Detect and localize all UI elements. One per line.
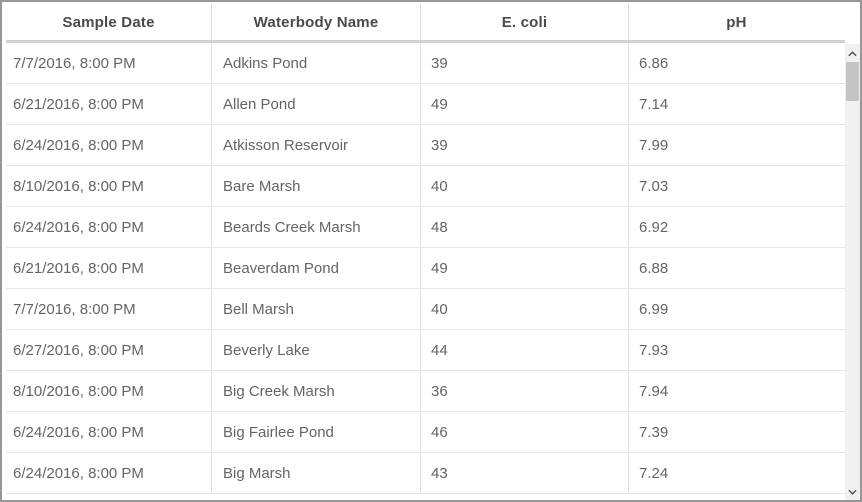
cell-e-coli: 46	[421, 412, 629, 452]
cell-e-coli: 44	[421, 330, 629, 370]
cell-ph: 6.99	[639, 300, 669, 318]
chevron-up-icon	[848, 44, 857, 62]
cell-e-coli: 43	[421, 453, 629, 493]
table-row[interactable]: 6/24/2016, 8:00 PM Atkisson Reservoir 39…	[6, 125, 845, 166]
table-row[interactable]: 8/10/2016, 8:00 PM Big Creek Marsh 36 7.…	[6, 371, 845, 412]
cell-waterbody-name: Adkins Pond	[212, 43, 421, 83]
scrollbar-thumb[interactable]	[846, 62, 859, 101]
cell-ph: 7.14	[639, 95, 669, 113]
cell-sample-date: 6/21/2016, 8:00 PM	[6, 248, 212, 288]
cell-sample-date: 7/7/2016, 8:00 PM	[6, 289, 212, 329]
cell-waterbody-name: Bare Marsh	[212, 166, 421, 206]
cell-waterbody-name: Big Marsh	[212, 453, 421, 493]
cell-ph: 6.86	[639, 54, 669, 72]
header-cell-e-coli: E. coli	[421, 4, 629, 40]
cell-sample-date: 7/7/2016, 8:00 PM	[6, 43, 212, 83]
header-cell-ph: pH	[726, 13, 747, 31]
cell-e-coli: 49	[421, 84, 629, 124]
cell-sample-date: 6/24/2016, 8:00 PM	[6, 412, 212, 452]
cell-e-coli: 40	[421, 166, 629, 206]
cell-ph: 7.03	[639, 177, 669, 195]
cell-e-coli: 39	[421, 43, 629, 83]
cell-waterbody-name: Allen Pond	[212, 84, 421, 124]
table-row[interactable]: 6/24/2016, 8:00 PM Big Marsh 43 7.24	[6, 453, 845, 494]
cell-waterbody-name: Beards Creek Marsh	[212, 207, 421, 247]
table-row[interactable]: 6/24/2016, 8:00 PM Beards Creek Marsh 48…	[6, 207, 845, 248]
cell-sample-date: 8/10/2016, 8:00 PM	[6, 371, 212, 411]
cell-ph: 6.92	[639, 218, 669, 236]
cell-sample-date: 6/24/2016, 8:00 PM	[6, 453, 212, 493]
cell-sample-date: 6/27/2016, 8:00 PM	[6, 330, 212, 370]
table-row[interactable]: 8/10/2016, 8:00 PM Bare Marsh 40 7.03	[6, 166, 845, 207]
cell-e-coli: 49	[421, 248, 629, 288]
scroll-up-button[interactable]	[845, 45, 860, 61]
cell-sample-date: 6/21/2016, 8:00 PM	[6, 84, 212, 124]
cell-waterbody-name: Atkisson Reservoir	[212, 125, 421, 165]
cell-waterbody-name: Beverly Lake	[212, 330, 421, 370]
table-row[interactable]: 7/7/2016, 8:00 PM Bell Marsh 40 6.99	[6, 289, 845, 330]
table-row[interactable]: 6/21/2016, 8:00 PM Allen Pond 49 7.14	[6, 84, 845, 125]
cell-waterbody-name: Big Fairlee Pond	[212, 412, 421, 452]
cell-sample-date: 6/24/2016, 8:00 PM	[6, 125, 212, 165]
cell-ph: 7.24	[639, 464, 669, 482]
cell-e-coli: 39	[421, 125, 629, 165]
cell-waterbody-name: Beaverdam Pond	[212, 248, 421, 288]
cell-waterbody-name: Bell Marsh	[212, 289, 421, 329]
cell-e-coli: 36	[421, 371, 629, 411]
table-body: 7/7/2016, 8:00 PM Adkins Pond 39 6.86 6/…	[6, 43, 845, 494]
table-row[interactable]: 7/7/2016, 8:00 PM Adkins Pond 39 6.86	[6, 43, 845, 84]
cell-sample-date: 8/10/2016, 8:00 PM	[6, 166, 212, 206]
header-cell-waterbody-name: Waterbody Name	[212, 4, 421, 40]
table-header-row: Sample Date Waterbody Name E. coli pH	[6, 4, 845, 43]
cell-sample-date: 6/24/2016, 8:00 PM	[6, 207, 212, 247]
table-row[interactable]: 6/24/2016, 8:00 PM Big Fairlee Pond 46 7…	[6, 412, 845, 453]
cell-waterbody-name: Big Creek Marsh	[212, 371, 421, 411]
table-row[interactable]: 6/27/2016, 8:00 PM Beverly Lake 44 7.93	[6, 330, 845, 371]
cell-ph: 7.93	[639, 341, 669, 359]
vertical-scrollbar[interactable]	[845, 44, 860, 500]
cell-ph: 6.88	[639, 259, 669, 277]
header-cell-sample-date: Sample Date	[6, 4, 212, 40]
cell-ph: 7.99	[639, 136, 669, 154]
cell-e-coli: 40	[421, 289, 629, 329]
cell-ph: 7.94	[639, 382, 669, 400]
cell-e-coli: 48	[421, 207, 629, 247]
cell-ph: 7.39	[639, 423, 669, 441]
chevron-down-icon	[848, 482, 857, 500]
table-row[interactable]: 6/21/2016, 8:00 PM Beaverdam Pond 49 6.8…	[6, 248, 845, 289]
scroll-down-button[interactable]	[845, 483, 860, 499]
table: Sample Date Waterbody Name E. coli pH 7/…	[6, 4, 845, 494]
